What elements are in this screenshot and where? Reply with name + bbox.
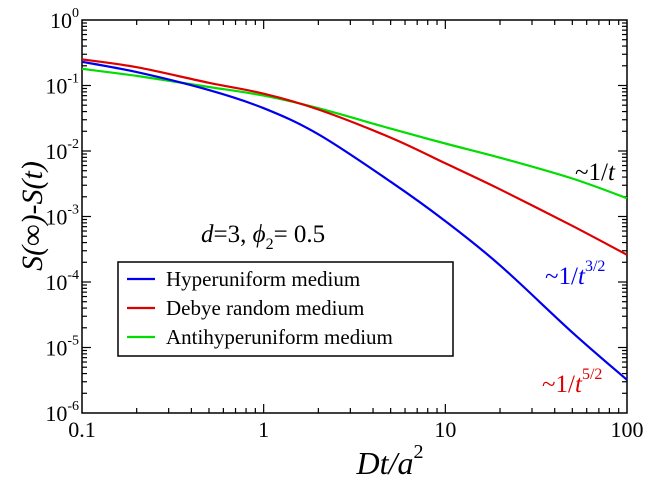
slope-label-var: t [608, 159, 616, 186]
series-line-2 [81, 58, 628, 256]
x-axis-label-sup: 2 [413, 441, 423, 463]
legend: Hyperuniform medium Debye random medium An… [117, 261, 454, 357]
y-tick-base: 10 [45, 139, 67, 164]
slope-label-text: ~1/ [575, 159, 608, 186]
y-tick-base: 10 [45, 336, 67, 361]
y-tick-base: 10 [45, 270, 67, 295]
y-tick-exponent: -5 [67, 334, 79, 349]
y-tick-label: 10-5 [45, 334, 79, 361]
series-lines [81, 58, 628, 381]
slope-label-var: t [575, 371, 583, 398]
x-tick-label: 1 [258, 417, 269, 442]
slope-label-exponent: 3/2 [585, 258, 605, 275]
y-tick-label: 10-6 [45, 399, 79, 426]
slope-label-1: ~1/t [575, 159, 616, 186]
y-tick-exponent: -2 [67, 137, 79, 152]
y-tick-label: 10-2 [45, 137, 79, 164]
y-tick-exponent: -1 [67, 72, 79, 87]
series-line-1 [81, 60, 628, 381]
x-tick-label: 0.1 [68, 417, 96, 442]
y-tick-exponent: -4 [67, 268, 79, 283]
slope-label-2: ~1/t3/2 [545, 258, 605, 290]
y-tick-label: 100 [50, 6, 79, 33]
y-tick-exponent: -3 [67, 203, 79, 218]
y-tick-base: 10 [45, 74, 67, 99]
annotation-d: d [201, 221, 214, 248]
slope-labels: ~1/t~1/t3/2~1/t5/2 [542, 159, 616, 398]
x-axis-label: Dt/a2 [356, 441, 424, 481]
annotation-phi-val: = 0.5 [274, 221, 326, 248]
annotation-phi: ϕ [253, 221, 266, 248]
x-axis-label-main: Dt/a [356, 445, 414, 481]
slope-label-text: ~1/ [542, 371, 575, 398]
parameter-annotation: d=3, ϕ2= 0.5 [201, 221, 325, 253]
y-tick-label: 10-4 [45, 268, 79, 295]
slope-label-exponent: 5/2 [582, 366, 602, 383]
slope-label-3: ~1/t5/2 [542, 366, 602, 398]
slope-label-text: ~1/ [545, 263, 578, 290]
legend-label-1: Hyperuniform medium [166, 267, 360, 291]
y-axis-label: S(∞)-S(t) [16, 161, 49, 271]
y-tick-base: 10 [45, 205, 67, 230]
x-tick-label: 100 [611, 417, 644, 442]
y-tick-exponent: 0 [72, 6, 79, 21]
x-tick-label: 10 [434, 417, 456, 442]
y-tick-label: 10-1 [45, 72, 79, 99]
annotation-phi-sub: 2 [266, 236, 274, 253]
series-line-3 [81, 67, 628, 200]
axis-ticks [82, 20, 627, 413]
y-tick-base: 10 [50, 8, 72, 33]
y-tick-base: 10 [45, 401, 67, 426]
legend-label-2: Debye random medium [166, 296, 364, 320]
legend-label-3: Antihyperuniform medium [166, 325, 393, 349]
legend-box [117, 261, 454, 357]
y-tick-label: 10-3 [45, 203, 79, 230]
annotation-d-eq: =3, [214, 221, 253, 248]
slope-label-var: t [578, 263, 586, 290]
y-tick-exponent: -6 [67, 399, 79, 414]
